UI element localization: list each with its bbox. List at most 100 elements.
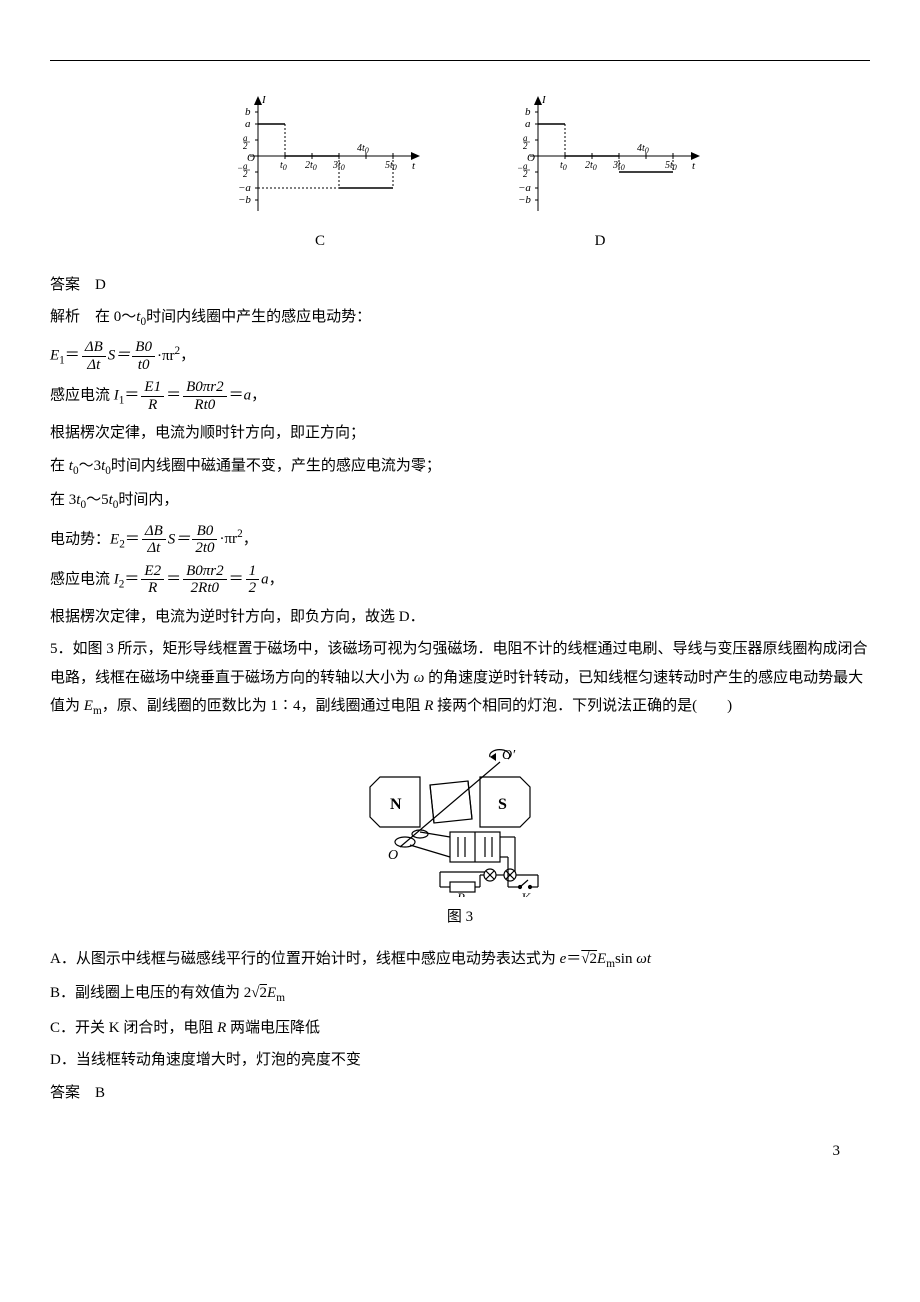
i1-prefix: 感应电流 <box>50 388 114 404</box>
num: B0πr2 <box>183 379 227 397</box>
E: E <box>110 531 119 547</box>
eq: ＝ <box>124 388 139 404</box>
svg-text:3t0: 3t0 <box>612 160 625 172</box>
q5-t3: ，原、副线圈的匝数比为 1∶4，副线圈通过电阻 <box>102 698 421 714</box>
optC-label: C． <box>50 1020 75 1036</box>
page-number: 3 <box>50 1137 870 1166</box>
svg-text:4t0: 4t0 <box>637 143 649 155</box>
f2: B0πr22Rt0 <box>183 563 227 597</box>
optC-t1: 开关 K 闭合时，电阻 <box>75 1020 213 1036</box>
S: S＝ <box>168 531 191 547</box>
svg-text:t0: t0 <box>560 160 567 172</box>
den: R <box>141 397 164 414</box>
q5-t4: 接两个相同的灯泡．下列说法正确的是( ) <box>437 698 732 714</box>
eq2-line: 电动势：E2＝ΔBΔtS＝B02t0·πr2， <box>50 523 870 557</box>
lenz1: 根据楞次定律，电流为顺时针方向，即正方向； <box>50 419 870 448</box>
svg-text:−a: −a <box>518 182 531 194</box>
f3: 12 <box>246 563 260 597</box>
eq: ＝ <box>566 951 581 967</box>
figure-3: N S O O′ <box>50 737 870 932</box>
svg-text:2: 2 <box>243 169 248 179</box>
graphs-row: I t O b a a2 −a2 −a −b t0 2t0 3t0 4t0 5t… <box>50 91 870 256</box>
omega: ω <box>414 670 425 686</box>
lenz2: 根据楞次定律，电流为逆时针方向，即负方向，故选 D． <box>50 603 870 632</box>
top-rule <box>50 60 870 61</box>
wt: ωt <box>636 951 651 967</box>
svg-text:K: K <box>522 890 532 897</box>
num: B0 <box>132 339 155 357</box>
seg3-prefix: 在 3 <box>50 492 76 508</box>
eq2: ＝ <box>166 571 181 587</box>
q5: 5．如图 3 所示，矩形导线框置于磁场中，该磁场可视为匀强磁场．电阻不计的线框通… <box>50 635 870 722</box>
optB-t1: 副线圈上电压的有效值为 2 <box>75 985 251 1001</box>
eq1-line: E1＝ΔBΔtS＝B0t0·πr2， <box>50 339 870 373</box>
svg-text:t0: t0 <box>280 160 287 172</box>
optD-t1: 当线框转动角速度增大时，灯泡的亮度不变 <box>76 1052 361 1068</box>
den: R <box>141 580 164 597</box>
svg-text:3t0: 3t0 <box>332 160 345 172</box>
num: ΔB <box>82 339 106 357</box>
end: ， <box>251 388 266 404</box>
S: S＝ <box>108 348 131 364</box>
den: 2Rt0 <box>183 580 227 597</box>
svg-text:I: I <box>541 94 547 106</box>
seg2-prefix: 在 <box>50 458 69 474</box>
svg-text:O: O <box>527 152 535 164</box>
tail-t: ·πr <box>157 348 175 364</box>
option-a: A．从图示中线框与磁感线平行的位置开始计时，线框中感应电动势表达式为 e＝√2E… <box>50 945 870 975</box>
tail-t: ·πr <box>219 531 237 547</box>
option-b: B．副线圈上电压的有效值为 2√2Em <box>50 979 870 1009</box>
graph-d-svg: I t O b a a2 −a2 −a −b t0 2t0 3t0 4t0 5t… <box>500 91 700 221</box>
svg-text:2: 2 <box>243 141 248 151</box>
svg-text:−a: −a <box>238 182 251 194</box>
graph-d-label: D <box>595 227 606 256</box>
frac2: B0πr2Rt0 <box>183 379 227 413</box>
eq: ＝ <box>125 531 140 547</box>
tail: ·πr2 <box>157 348 180 364</box>
num: ΔB <box>142 523 166 541</box>
svg-text:I: I <box>261 94 267 106</box>
graph-c-svg: I t O b a a2 −a2 −a −b t0 2t0 3t0 4t0 5t… <box>220 91 420 221</box>
svg-text:2: 2 <box>523 141 528 151</box>
Em-sub: m <box>93 705 102 717</box>
svg-text:2t0: 2t0 <box>585 160 597 172</box>
option-c: C．开关 K 闭合时，电阻 R 两端电压降低 <box>50 1014 870 1043</box>
svg-text:t: t <box>412 160 416 172</box>
graph-d-block: I t O b a a2 −a2 −a −b t0 2t0 3t0 4t0 5t… <box>500 91 700 256</box>
den: Δt <box>82 357 106 374</box>
den: 2t0 <box>192 540 217 557</box>
eq3: ＝ <box>229 388 244 404</box>
svg-text:a: a <box>525 118 531 130</box>
svg-text:O: O <box>388 848 398 863</box>
svg-text:N: N <box>390 796 402 813</box>
den: 2 <box>246 580 260 597</box>
sin: sin <box>615 951 633 967</box>
seg2: 在 t0～3t0时间内线圈中磁通量不变，产生的感应电流为零； <box>50 452 870 482</box>
seg3: 在 3t0～5t0时间内， <box>50 486 870 516</box>
R: R <box>217 1020 226 1036</box>
svg-text:5t0: 5t0 <box>385 160 397 172</box>
svg-text:2t0: 2t0 <box>305 160 317 172</box>
optD-label: D． <box>50 1052 76 1068</box>
Em: E <box>597 951 606 967</box>
graph-c-block: I t O b a a2 −a2 −a −b t0 2t0 3t0 4t0 5t… <box>220 91 420 256</box>
end: ， <box>243 531 258 547</box>
a: a <box>244 388 252 404</box>
graph-c-label: C <box>315 227 325 256</box>
svg-text:2: 2 <box>523 169 528 179</box>
num: E2 <box>141 563 164 581</box>
e1: E <box>50 348 59 364</box>
eq3: ＝ <box>229 571 244 587</box>
f1: E2R <box>141 563 164 597</box>
seg3-suffix: 时间内， <box>118 492 178 508</box>
frac-db-dt: ΔBΔt <box>82 339 106 373</box>
svg-text:b: b <box>245 106 251 118</box>
seg2-mid: ～3 <box>79 458 102 474</box>
svg-text:b: b <box>525 106 531 118</box>
svg-text:t: t <box>692 160 696 172</box>
answer2: 答案 B <box>50 1079 870 1108</box>
svg-text:5t0: 5t0 <box>665 160 677 172</box>
answer-line: 答案 D <box>50 271 870 300</box>
analysis-intro: 解析 在 0～t0时间内线圈中产生的感应电动势： <box>50 303 870 333</box>
den: Δt <box>142 540 166 557</box>
